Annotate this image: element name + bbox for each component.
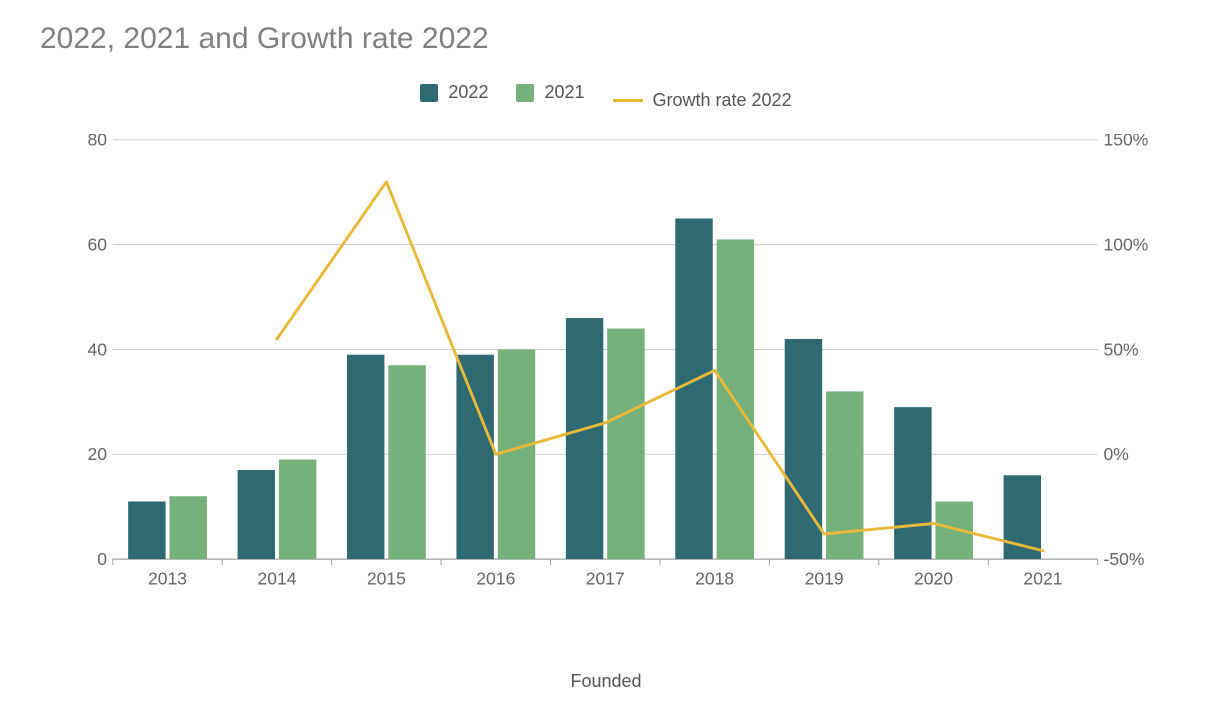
legend-line-key (613, 99, 643, 102)
bar-2021 (169, 496, 206, 559)
chart-title: 2022, 2021 and Growth rate 2022 (40, 22, 489, 56)
bar-2021 (498, 349, 535, 559)
bar-2022 (566, 318, 603, 559)
svg-text:100%: 100% (1104, 235, 1149, 255)
svg-text:2021: 2021 (1023, 568, 1062, 588)
bar-2022 (128, 501, 165, 559)
legend-item: 2022 (420, 82, 488, 103)
bar-2022 (675, 218, 712, 559)
bar-2021 (388, 365, 425, 559)
bar-2021 (935, 501, 972, 559)
svg-text:0%: 0% (1104, 444, 1129, 464)
svg-text:2020: 2020 (914, 568, 953, 588)
svg-text:60: 60 (87, 235, 107, 255)
legend-swatch (420, 84, 438, 102)
bar-2022 (785, 339, 822, 559)
legend-swatch (516, 84, 534, 102)
svg-text:2013: 2013 (148, 568, 187, 588)
svg-text:2015: 2015 (367, 568, 406, 588)
svg-text:0: 0 (97, 549, 107, 569)
legend-item: 2021 (516, 82, 584, 103)
bar-2021 (607, 329, 644, 560)
legend-label: 2021 (544, 82, 584, 103)
svg-text:20: 20 (87, 444, 107, 464)
bar-2022 (456, 355, 493, 559)
x-axis-title: Founded (0, 671, 1212, 692)
svg-text:-50%: -50% (1104, 549, 1145, 569)
legend-label: 2022 (448, 82, 488, 103)
svg-text:150%: 150% (1104, 134, 1149, 150)
svg-text:80: 80 (87, 134, 107, 150)
svg-text:2018: 2018 (695, 568, 734, 588)
plot-area: 020406080-50%0%50%100%150%20132014201520… (90, 140, 1120, 610)
legend-label: Growth rate 2022 (653, 90, 792, 111)
svg-text:2019: 2019 (805, 568, 844, 588)
svg-text:2017: 2017 (586, 568, 625, 588)
bar-2022 (347, 355, 384, 559)
bar-2022 (238, 470, 275, 559)
svg-text:50%: 50% (1104, 339, 1139, 359)
bar-2022 (894, 407, 931, 559)
svg-text:40: 40 (87, 339, 107, 359)
bar-2021 (279, 460, 316, 560)
legend-item: Growth rate 2022 (613, 90, 792, 111)
legend: 2022 2021 Growth rate 2022 (0, 82, 1212, 111)
svg-text:2014: 2014 (257, 568, 296, 588)
svg-text:2016: 2016 (476, 568, 515, 588)
